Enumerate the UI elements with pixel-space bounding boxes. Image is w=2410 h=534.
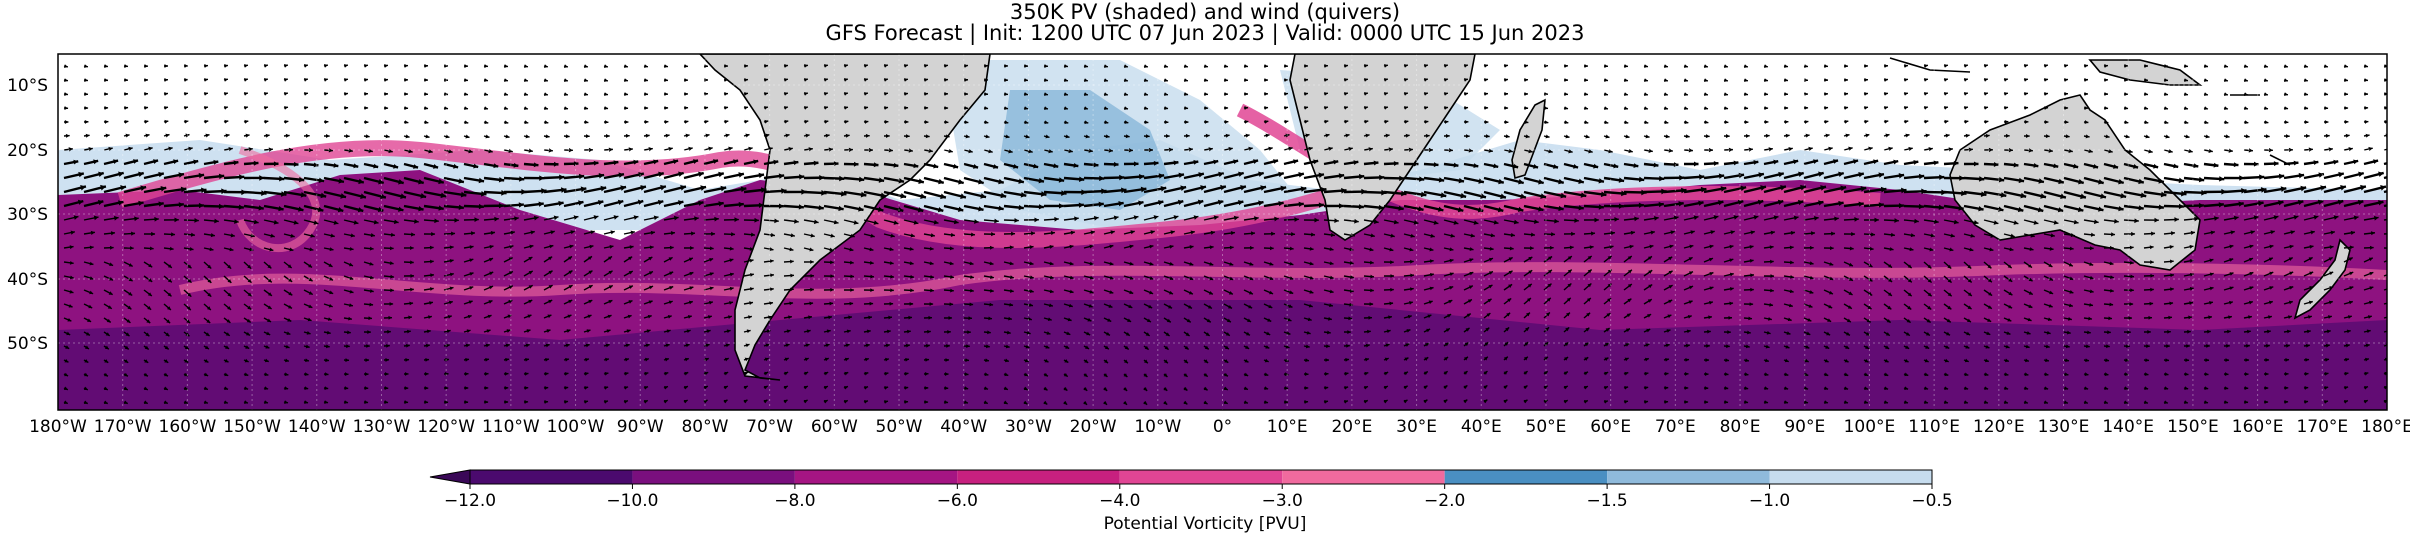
wind-arrow-head [2389,301,2393,305]
wind-arrow-head [2389,258,2393,262]
wind-arrow-head [2400,185,2406,191]
wind-arrow-head [2390,246,2394,250]
wind-arrow-head [2394,216,2399,221]
wind-arrow [2384,233,2395,234]
map-panel [58,54,2406,410]
wind-arrow-head [2391,231,2395,235]
wind-arrow-head [2388,147,2392,151]
wind-arrow-head [2389,272,2393,276]
wind-arrow-head [2398,172,2404,177]
wind-arrow-head [2390,286,2394,290]
wind-arrow-head [2388,315,2392,319]
wind-arrow-head [2398,201,2403,206]
wind-arrow-head [2393,159,2398,164]
